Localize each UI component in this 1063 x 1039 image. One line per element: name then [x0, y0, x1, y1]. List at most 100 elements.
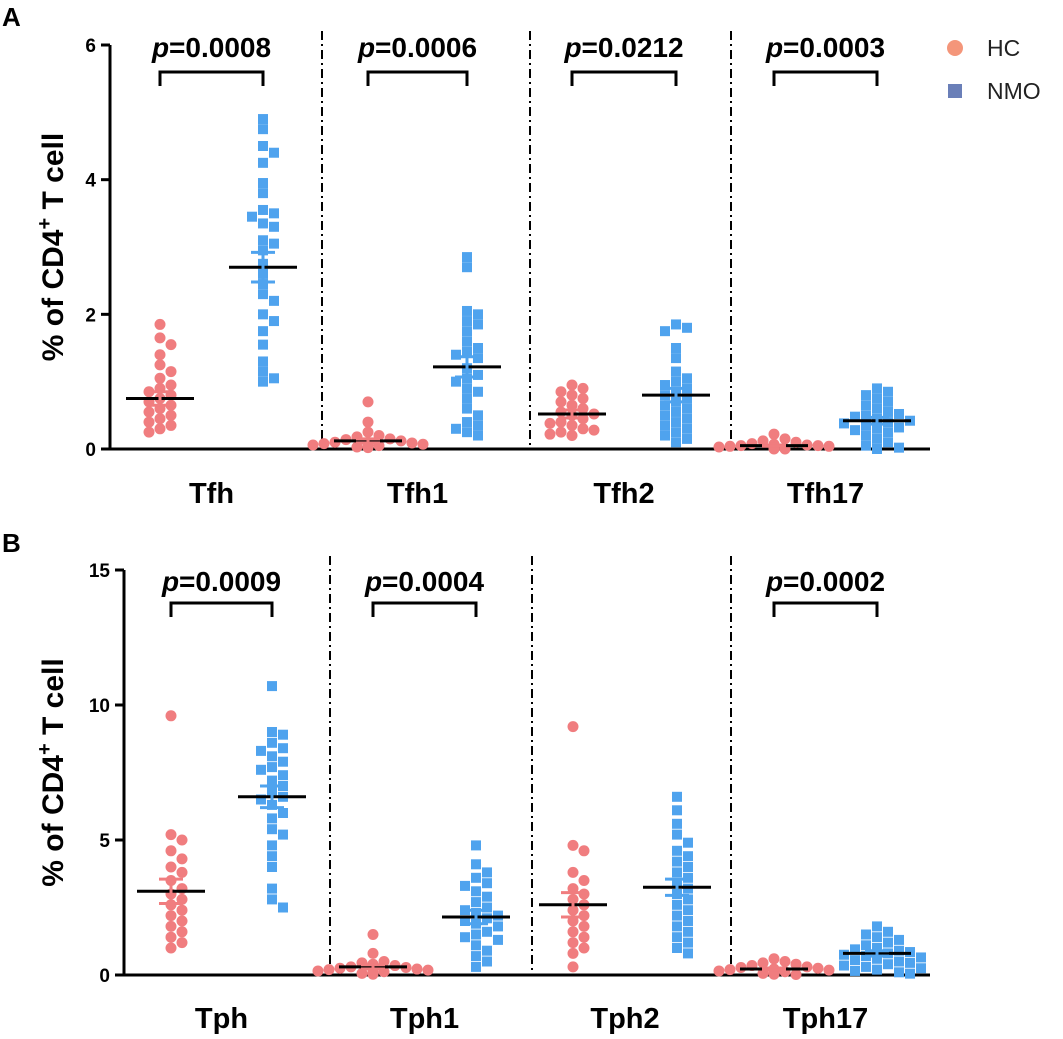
category-label: Tfh17: [787, 478, 864, 510]
data-point-nmo: [258, 124, 268, 135]
data-point-nmo: [269, 373, 279, 384]
data-point-hc: [735, 961, 747, 973]
category-label: Tph1: [390, 1003, 459, 1034]
data-point-nmo: [258, 376, 268, 387]
data-point-nmo: [682, 403, 692, 414]
category-label: Tph17: [783, 1003, 868, 1034]
data-point-nmo: [258, 235, 268, 246]
series-tph17-hc: [713, 953, 835, 980]
data-point-nmo: [482, 926, 492, 937]
data-point-hc: [577, 393, 589, 404]
series-tph1-nmo: [442, 840, 510, 972]
data-point-nmo: [462, 346, 472, 357]
series-tph-hc: [137, 710, 205, 954]
data-point-hc: [555, 396, 567, 408]
data-point-nmo: [471, 886, 481, 897]
legend-label: NMO: [987, 78, 1041, 104]
data-point-nmo: [683, 862, 693, 872]
data-point-hc: [154, 372, 166, 384]
data-point-nmo: [861, 961, 871, 972]
series-tph1-hc: [312, 929, 434, 980]
data-point-nmo: [872, 423, 882, 434]
p-value: =0.0003: [783, 32, 885, 63]
data-point-nmo: [471, 859, 481, 870]
data-point-hc: [779, 956, 791, 967]
significance-bracket: [772, 601, 879, 617]
data-point-nmo: [267, 862, 277, 872]
y-tick-label: 0: [99, 966, 110, 987]
data-point-hc: [165, 379, 177, 391]
data-point-hc: [823, 440, 835, 452]
data-point-hc: [154, 423, 166, 435]
data-point-nmo: [473, 386, 483, 397]
legend-marker-nmo: [948, 84, 962, 98]
data-point-nmo: [462, 403, 472, 414]
p-value: =0.0006: [375, 32, 477, 63]
data-point-hc: [422, 964, 434, 976]
series-tfh1-nmo: [433, 252, 501, 441]
data-point-nmo: [269, 208, 279, 219]
p-value-label: p=0.0003: [765, 32, 885, 63]
data-point-nmo: [471, 951, 481, 962]
data-point-nmo: [850, 955, 860, 966]
data-point-nmo: [462, 383, 472, 394]
y-axis-label: % of CD4+ T cell: [34, 658, 70, 886]
data-point-nmo: [671, 366, 681, 377]
p-value: =0.0004: [382, 566, 484, 597]
data-point-nmo: [462, 427, 472, 438]
p-value-label: p=0.0212: [563, 32, 683, 63]
data-point-nmo: [473, 319, 483, 330]
data-point-nmo: [861, 440, 871, 451]
data-point-hc: [578, 920, 590, 932]
data-point-nmo: [473, 410, 483, 421]
data-point-nmo: [258, 157, 268, 168]
data-point-nmo: [267, 775, 277, 786]
significance-bracket: [366, 70, 469, 86]
data-point-hc: [154, 332, 166, 344]
data-point-nmo: [861, 929, 871, 940]
data-point-nmo: [861, 390, 871, 401]
data-point-nmo: [471, 940, 481, 951]
data-point-nmo: [872, 383, 882, 394]
data-point-nmo: [916, 963, 926, 974]
data-point-nmo: [683, 926, 693, 937]
y-axis-label-tail: T cell: [37, 133, 70, 218]
p-value-label: p=0.0009: [161, 566, 281, 597]
data-point-nmo: [672, 856, 682, 867]
data-point-nmo: [660, 380, 670, 391]
significance-bracket: [371, 601, 478, 617]
data-point-nmo: [493, 921, 503, 932]
data-point-hc: [165, 419, 177, 431]
data-point-hc: [318, 438, 330, 450]
category-label: Tfh: [189, 478, 234, 510]
significance-bracket: [158, 70, 265, 86]
data-point-nmo: [471, 897, 481, 908]
data-point-nmo: [682, 413, 692, 424]
data-point-nmo: [683, 837, 693, 848]
data-point-nmo: [672, 805, 682, 816]
y-axis-label-tail: T cell: [37, 658, 70, 743]
data-point-nmo: [462, 393, 472, 404]
panel-letter: B: [2, 528, 21, 558]
data-point-hc: [746, 438, 758, 450]
data-point-hc: [790, 968, 802, 980]
data-point-hc: [356, 967, 368, 979]
data-point-nmo: [660, 420, 670, 431]
p-symbol: p: [364, 566, 382, 597]
data-point-hc: [312, 965, 324, 977]
data-point-nmo: [462, 326, 472, 337]
data-point-nmo: [672, 932, 682, 943]
data-point-nmo: [473, 343, 483, 353]
data-point-nmo: [682, 423, 692, 434]
data-point-hc: [555, 426, 567, 438]
data-point-hc: [823, 964, 835, 976]
data-point-hc: [384, 433, 396, 445]
data-point-hc: [417, 438, 429, 450]
data-point-nmo: [482, 891, 492, 902]
data-point-hc: [154, 318, 166, 330]
data-point-nmo: [894, 945, 904, 956]
data-point-hc: [176, 915, 188, 927]
data-point-nmo: [462, 305, 472, 316]
data-point-nmo: [258, 141, 268, 151]
